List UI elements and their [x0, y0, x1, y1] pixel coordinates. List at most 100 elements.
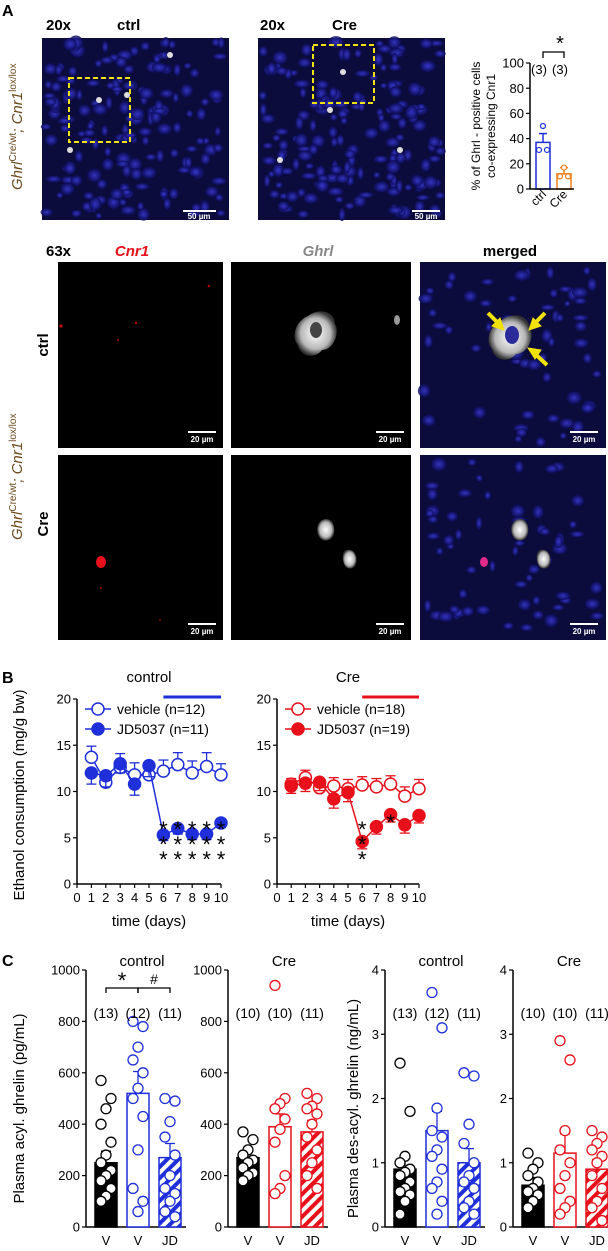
n-label: (3) — [552, 62, 568, 77]
data-point — [269, 1103, 281, 1115]
x-tick-label: V — [433, 1233, 442, 1246]
data-point — [468, 1182, 480, 1195]
data-point — [279, 1169, 291, 1182]
data-point — [113, 757, 127, 771]
x-tick-label: V — [134, 1233, 143, 1246]
data-point — [355, 834, 369, 849]
y-tick-label: 5 — [64, 830, 71, 845]
x-tick-label: 3 — [316, 890, 323, 905]
data-point — [468, 1157, 480, 1169]
chart-coexpression: 0 20 40 60 80 100 (3) ctrl (3) Cre * % of Ghrl - po… — [469, 33, 574, 211]
data-point — [586, 1144, 598, 1156]
data-point — [394, 1208, 406, 1220]
data-point — [247, 1133, 259, 1146]
n-label: (11) — [158, 1005, 182, 1021]
data-point — [311, 1092, 323, 1105]
data-point — [127, 1015, 139, 1028]
legend-label: JD5037 (n=11) — [117, 721, 209, 737]
micrograph-merged-cre: 20 µm — [420, 455, 606, 640]
data-point — [137, 1110, 149, 1123]
data-point — [591, 1157, 603, 1169]
y-tick-label: 0 — [264, 877, 271, 892]
data-point — [237, 1126, 249, 1138]
data-point — [214, 816, 228, 830]
y-tick-label: 1 — [372, 1155, 379, 1170]
n-label: (13) — [94, 1005, 119, 1021]
data-point — [426, 1124, 438, 1137]
x-tick-label: JD — [461, 1233, 477, 1246]
y-axis-label: Plasma des-acyl. ghrelin (ng/mL) — [345, 999, 362, 1218]
data-point — [132, 1205, 144, 1218]
micrograph-cnr1-cre: 20 µm — [58, 455, 223, 640]
y-tick-label: 40 — [510, 131, 524, 146]
chart-title: Cre — [336, 669, 360, 686]
x-tick-label: 5 — [145, 890, 152, 905]
data-point — [169, 1095, 181, 1107]
n-label: (11) — [300, 1005, 324, 1021]
sig-bracket — [137, 987, 171, 993]
data-point — [458, 1137, 470, 1150]
data-point — [100, 1103, 112, 1115]
data-point — [274, 1123, 286, 1135]
sig-label: * — [159, 847, 168, 872]
scale-label: 20 µm — [573, 435, 596, 444]
data-point — [426, 1150, 438, 1162]
x-axis-label: time (days) — [311, 913, 385, 930]
sig-label: * — [358, 847, 367, 872]
data-point — [137, 1195, 149, 1207]
data-point — [164, 1169, 176, 1182]
data-point — [398, 818, 412, 832]
sig-label: * — [202, 847, 211, 872]
y-tick-label: 80 — [510, 81, 524, 96]
data-point — [159, 1205, 171, 1218]
data-point — [398, 789, 412, 803]
data-point — [458, 1202, 470, 1214]
y-tick-label: 0 — [215, 1220, 222, 1235]
data-point — [431, 1208, 443, 1220]
sig-label: * — [118, 968, 127, 993]
n-label: (12) — [425, 1005, 450, 1021]
x-tick-label: 9 — [401, 890, 408, 905]
micrograph-cnr1-ctrl: 20 µm — [58, 262, 223, 448]
data-point — [522, 1147, 534, 1159]
legend-marker — [291, 702, 305, 716]
data-point — [394, 1186, 406, 1198]
x-tick-label: V — [244, 1233, 253, 1246]
x-tick-label: V — [276, 1233, 285, 1246]
y-tick-label: 1000 — [51, 963, 80, 978]
x-tick-label: V — [102, 1233, 111, 1246]
sig-label: * — [217, 817, 226, 842]
y-tick-label: 10 — [257, 784, 271, 799]
data-point — [404, 1105, 416, 1117]
data-point — [301, 1087, 313, 1100]
mag-label: 20x — [46, 17, 72, 34]
series-line — [90, 756, 222, 784]
data-point — [458, 1176, 470, 1188]
col-label-cnr1: Cnr1 — [115, 243, 149, 260]
data-point — [543, 146, 551, 154]
data-point — [84, 750, 99, 765]
scale-label: 20 µm — [379, 627, 402, 636]
y-tick-label: 20 — [257, 692, 271, 707]
x-tick-label: 6 — [359, 890, 366, 905]
data-point — [554, 1035, 566, 1047]
legend-marker — [291, 722, 305, 736]
x-tick-label: 10 — [412, 890, 426, 905]
n-label: (12) — [126, 1005, 151, 1021]
data-point — [306, 1118, 318, 1130]
y-tick-label: 20 — [57, 692, 71, 707]
y-tick-label: 20 — [510, 156, 524, 171]
panel-label-c: C — [2, 953, 14, 970]
col-label-ghrl: Ghrl — [303, 243, 335, 260]
x-tick-label: 8 — [387, 890, 394, 905]
data-point — [586, 1169, 598, 1182]
legend-marker — [91, 702, 105, 716]
y-tick-label: 0 — [73, 1220, 80, 1235]
y-tick-label: 5 — [264, 830, 271, 845]
x-tick-label: JD — [304, 1233, 320, 1246]
data-point — [105, 1136, 117, 1148]
series-line — [291, 781, 420, 843]
scale-label: 20 µm — [191, 435, 214, 444]
cond-label-cre: Cre — [332, 17, 357, 34]
